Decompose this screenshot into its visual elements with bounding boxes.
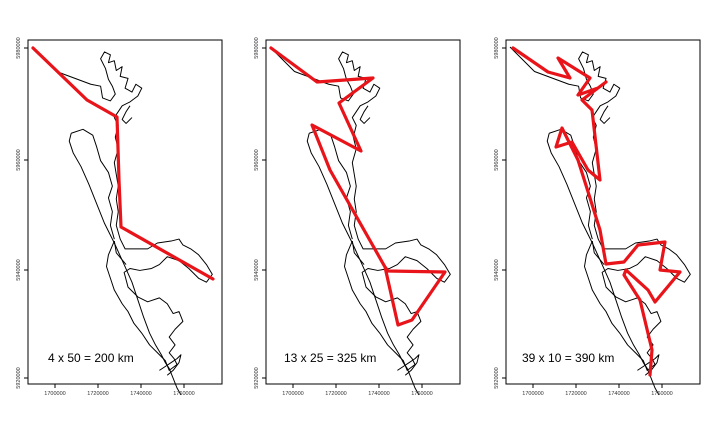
panel-frame bbox=[27, 39, 223, 385]
x-tick-label: 1760000 bbox=[173, 391, 194, 397]
y-tick-label: 5940000 bbox=[494, 259, 500, 280]
x-tick-label: 1760000 bbox=[651, 391, 672, 397]
y-tick-label: 5920000 bbox=[254, 367, 260, 388]
panel-caption: 4 x 50 = 200 km bbox=[48, 351, 134, 365]
x-tick-label: 1700000 bbox=[282, 391, 303, 397]
x-axis: 1700000 1720000 1740000 1760000 bbox=[44, 384, 195, 397]
panel-caption: 13 x 25 = 325 km bbox=[284, 351, 376, 365]
panel-frame bbox=[265, 39, 461, 385]
x-axis: 1700000 1720000 1740000 1760000 bbox=[282, 384, 433, 397]
x-tick-label: 1720000 bbox=[565, 391, 586, 397]
x-tick-label: 1740000 bbox=[130, 391, 151, 397]
y-tick-label: 5920000 bbox=[494, 367, 500, 388]
y-axis: 5980000 5960000 5940000 5920000 bbox=[254, 37, 266, 389]
x-tick-label: 1720000 bbox=[325, 391, 346, 397]
y-tick-label: 5960000 bbox=[16, 149, 22, 170]
y-tick-label: 5960000 bbox=[254, 149, 260, 170]
y-tick-label: 5940000 bbox=[254, 259, 260, 280]
y-tick-label: 5980000 bbox=[16, 37, 22, 58]
y-tick-label: 5960000 bbox=[494, 149, 500, 170]
y-tick-label: 5940000 bbox=[16, 259, 22, 280]
x-tick-label: 1760000 bbox=[411, 391, 432, 397]
x-tick-label: 1700000 bbox=[522, 391, 543, 397]
y-axis: 5980000 5960000 5940000 5920000 bbox=[16, 37, 28, 389]
panel-frame bbox=[505, 39, 701, 385]
panel-caption: 39 x 10 = 390 km bbox=[522, 351, 614, 365]
y-axis: 5980000 5960000 5940000 5920000 bbox=[494, 37, 506, 389]
map-panel-3: 1700000 1720000 1740000 1760000 5980000 … bbox=[494, 37, 701, 397]
route-line bbox=[269, 46, 447, 327]
y-tick-label: 5980000 bbox=[254, 37, 260, 58]
route-line bbox=[31, 46, 215, 281]
y-tick-label: 5920000 bbox=[16, 367, 22, 388]
x-tick-label: 1720000 bbox=[87, 391, 108, 397]
x-tick-label: 1700000 bbox=[44, 391, 65, 397]
x-tick-label: 1740000 bbox=[608, 391, 629, 397]
route-line bbox=[511, 46, 682, 377]
map-panel-2: 1700000 1720000 1740000 1760000 5980000 … bbox=[254, 37, 461, 397]
coastline bbox=[509, 46, 691, 396]
map-panel-1: 1700000 1720000 1740000 1760000 5980000 … bbox=[16, 37, 223, 397]
x-tick-label: 1740000 bbox=[368, 391, 389, 397]
x-axis: 1700000 1720000 1740000 1760000 bbox=[522, 384, 673, 397]
y-tick-label: 5980000 bbox=[494, 37, 500, 58]
